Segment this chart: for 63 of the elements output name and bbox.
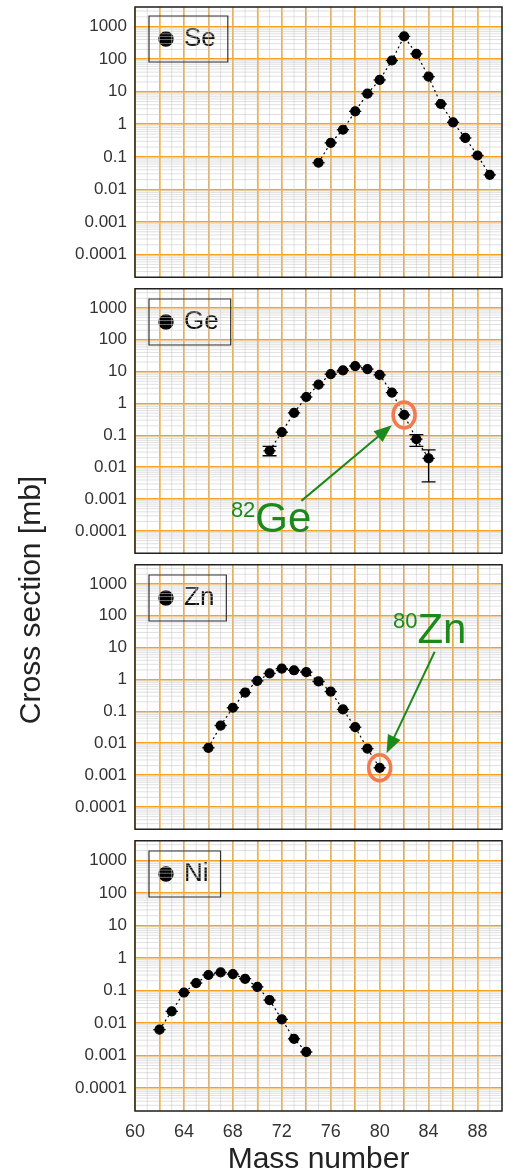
y-tick-label: 1000 [89, 849, 127, 869]
y-tick-label: 0.01 [93, 179, 127, 199]
y-axis-title: Cross section [mb] [13, 475, 47, 725]
y-tick-label: 0.1 [103, 701, 127, 721]
y-tick-label: 10 [108, 637, 127, 657]
point [178, 987, 190, 998]
y-tick-label: 0.1 [103, 146, 127, 166]
x-tick-label: 68 [222, 1120, 243, 1141]
point [227, 702, 238, 713]
y-tick-label: 100 [98, 329, 127, 349]
y-tick-label: 0.01 [93, 1012, 127, 1032]
y-tick-label: 0.0001 [75, 244, 127, 264]
y-tick-label: 1 [117, 947, 127, 967]
y-tick-label: 1000 [89, 297, 127, 317]
point [252, 981, 263, 992]
y-tick-label: 100 [98, 605, 127, 625]
point [252, 675, 263, 686]
x-tick-label: 60 [124, 1120, 146, 1141]
x-tick-label: 88 [467, 1120, 488, 1141]
y-tick-label: 100 [98, 48, 127, 68]
x-tick-label: 84 [418, 1120, 439, 1141]
y-tick-label: 0.0001 [75, 796, 127, 816]
y-tick-label: 10 [108, 361, 127, 381]
y-tick-label: 1 [117, 113, 127, 133]
y-tick-label: 0.1 [103, 425, 127, 445]
y-tick-label: 0.001 [84, 488, 127, 508]
legend-label: Se [184, 22, 216, 53]
y-tick-label: 0.001 [84, 1045, 127, 1065]
y-tick-label: 1000 [89, 16, 127, 36]
y-tick-label: 0.0001 [75, 1077, 127, 1097]
point [362, 743, 373, 754]
y-tick-label: 10 [108, 81, 127, 101]
y-tick-label: 1000 [89, 573, 127, 593]
y-tick-label: 0.0001 [75, 520, 127, 540]
y-tick-label: 0.01 [93, 732, 127, 752]
point [337, 365, 349, 376]
x-tick-label: 80 [369, 1120, 390, 1141]
point [240, 973, 251, 984]
point [325, 137, 336, 148]
y-tick-label: 0.001 [84, 211, 127, 231]
legend-label: Ge [184, 305, 219, 336]
point [350, 106, 361, 117]
y-tick-label: 100 [98, 882, 127, 902]
point [386, 55, 397, 66]
y-tick-label: 0.001 [84, 764, 127, 784]
point [313, 676, 324, 687]
x-axis-title: Mass number [227, 1141, 410, 1175]
y-tick-label: 0.01 [93, 456, 127, 476]
point [288, 407, 300, 418]
point [337, 124, 349, 135]
legend-label: Ni [184, 857, 209, 888]
x-tick-label: 76 [320, 1120, 341, 1141]
point [325, 369, 336, 380]
x-tick-label: 64 [173, 1120, 194, 1141]
legend-label: Zn [184, 581, 215, 612]
y-tick-label: 0.1 [103, 980, 127, 1000]
point [276, 427, 287, 438]
y-tick-label: 1 [117, 393, 127, 413]
x-tick-label: 72 [271, 1120, 292, 1141]
point [288, 1033, 300, 1044]
point [447, 117, 459, 128]
y-tick-label: 10 [108, 915, 127, 935]
y-tick-label: 1 [117, 669, 127, 689]
